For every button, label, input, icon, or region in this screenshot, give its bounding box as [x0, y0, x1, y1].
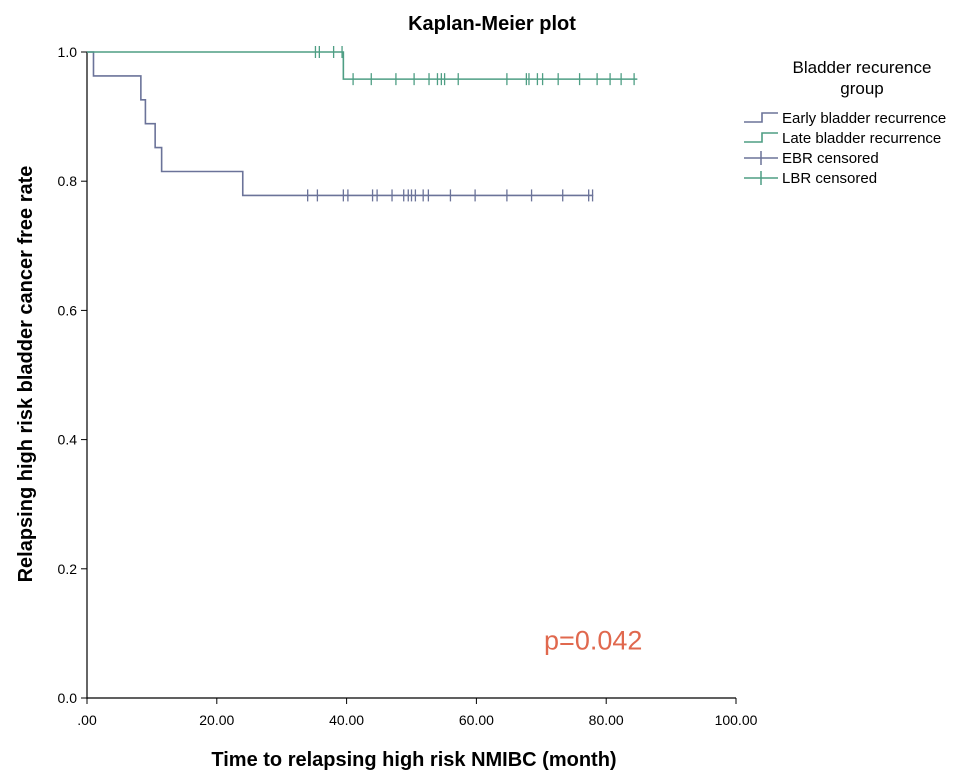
x-tick-label: 20.00: [199, 712, 234, 728]
legend-entry-label: Late bladder recurrence: [782, 130, 941, 147]
x-tick-label: 60.00: [459, 712, 494, 728]
series-line-late: [87, 51, 638, 80]
series-layer: [87, 46, 638, 202]
x-tick-label: 40.00: [329, 712, 364, 728]
p-value-annotation: p=0.042: [544, 626, 642, 656]
series-line-early: [87, 51, 594, 197]
y-tick-label: 0.6: [58, 302, 78, 318]
x-tick-label: 100.00: [715, 712, 758, 728]
legend-swatch-step: [744, 112, 778, 123]
x-axis-title: Time to relapsing high risk NMIBC (month…: [211, 749, 616, 771]
y-tick-label: 0.2: [58, 561, 78, 577]
annotations: p=0.042: [544, 626, 642, 656]
legend-title-line: Bladder recurence: [793, 58, 932, 77]
y-tick-label: 0.4: [58, 432, 78, 448]
legend-swatch-step: [744, 132, 778, 143]
legend-entry-label: EBR censored: [782, 150, 879, 167]
axes: 0.0 0.2 0.4 0.6 0.8 1.0 .00 20.00 40.00 60.00 80.0…: [58, 44, 758, 728]
y-axis-title: Relapsing high risk bladder cancer free …: [15, 166, 37, 583]
legend-entry-label: Early bladder recurrence: [782, 110, 946, 127]
chart-title: Kaplan-Meier plot: [408, 13, 576, 35]
legend-entry-label: LBR censored: [782, 170, 877, 187]
x-tick-label: .00: [77, 712, 97, 728]
legend: Bladder recurence group Early bladder recu…: [744, 58, 946, 187]
y-tick-label: 0.0: [58, 690, 78, 706]
y-tick-label: 1.0: [58, 44, 78, 60]
y-tick-label: 0.8: [58, 173, 78, 189]
x-tick-label: 80.00: [589, 712, 624, 728]
legend-title-line: group: [840, 79, 883, 98]
